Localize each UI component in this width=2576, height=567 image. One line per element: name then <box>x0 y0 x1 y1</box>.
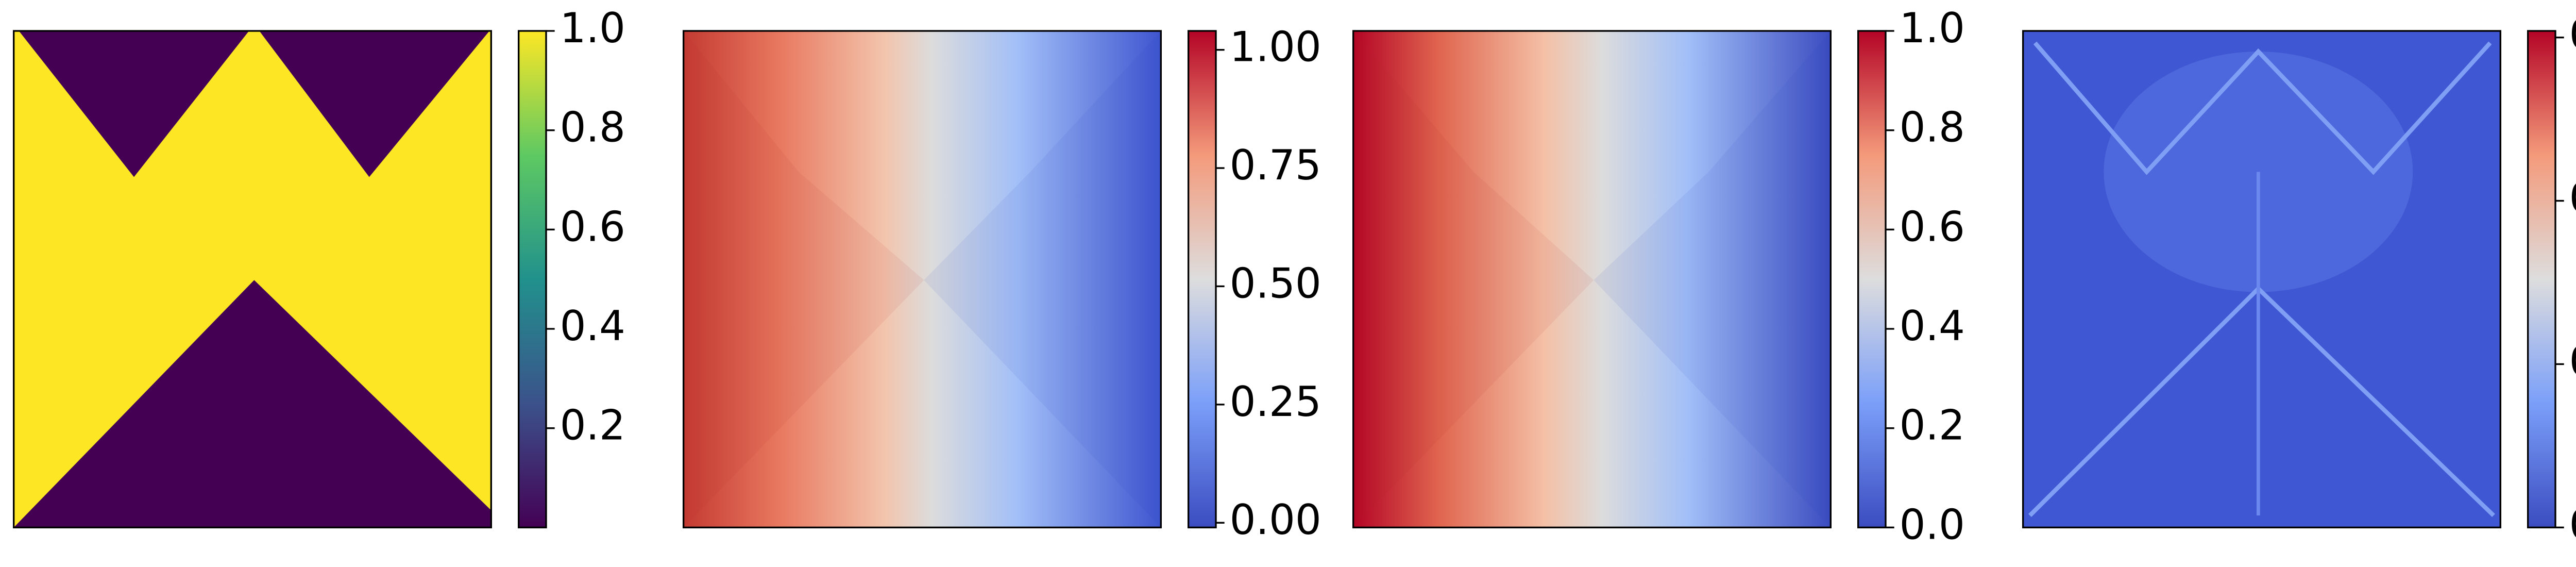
colorbar-tick-label: 0.2 <box>560 402 625 449</box>
colorbar-tick-label: 0.4 <box>560 302 625 350</box>
colorbar-tick-label: 0.8 <box>1900 104 1965 152</box>
colorbar-tick-label: 1.0 <box>560 4 625 52</box>
colorbar-tick-label: 0.75 <box>1230 141 1321 189</box>
colorbar <box>1857 30 1887 528</box>
colorbar <box>2527 30 2556 528</box>
colorbar-tick-label: 0.10 <box>2569 174 2576 222</box>
colorbar-tick-label: 0.00 <box>1230 496 1321 544</box>
colorbar <box>518 30 547 528</box>
colorbar-tick-label: 0.15 <box>2569 11 2576 59</box>
colorbar <box>1188 30 1217 528</box>
colorbar-tick-label: 0.0 <box>1900 501 1965 548</box>
colorbar-tick-label: 0.25 <box>1230 378 1321 426</box>
colorbar-tick-label: 0.2 <box>1900 402 1965 449</box>
heatmap-image <box>12 30 492 528</box>
heatmap-image <box>1352 30 1832 528</box>
colorbar-tick-label: 0.00 <box>2569 501 2576 548</box>
colorbar-tick-label: 0.4 <box>1900 302 1965 350</box>
colorbar-tick-label: 1.0 <box>1900 4 1965 52</box>
colorbar-tick-label: 0.8 <box>560 104 625 152</box>
colorbar-tick-label: 0.05 <box>2569 337 2576 385</box>
heatmap-image <box>683 30 1162 528</box>
heatmap-image <box>2022 30 2501 528</box>
colorbar-tick-label: 0.6 <box>560 203 625 251</box>
colorbar-tick-label: 0.50 <box>1230 259 1321 307</box>
colorbar-tick-label: 1.00 <box>1230 23 1321 71</box>
colorbar-tick-label: 0.6 <box>1900 203 1965 251</box>
